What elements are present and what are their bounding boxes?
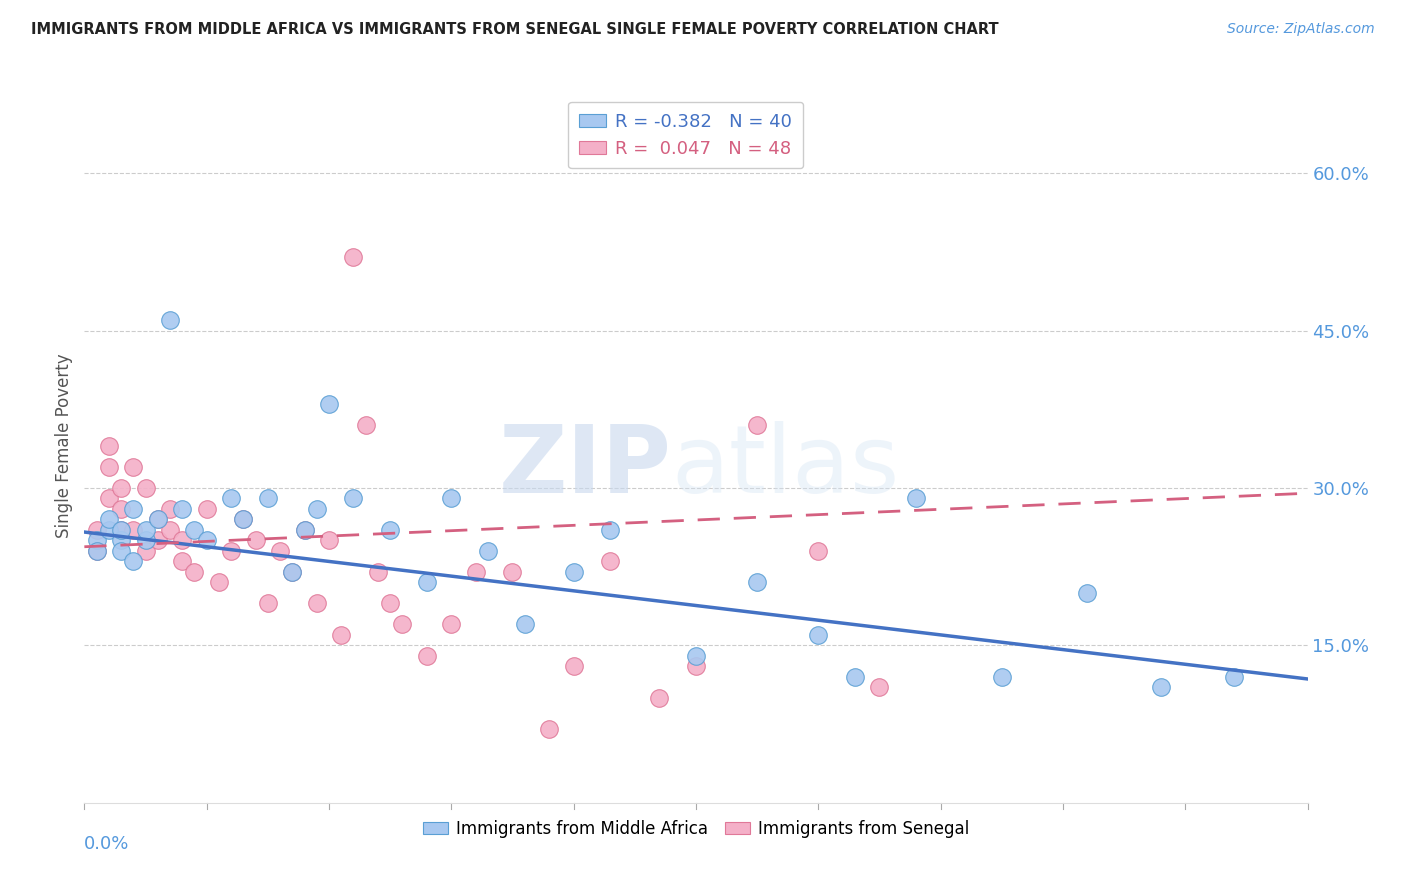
Point [86, 544, 108, 558]
Point [110, 523, 132, 537]
Point [318, 533, 340, 548]
Point [86, 523, 108, 537]
Point [305, 502, 328, 516]
Text: 0.0%: 0.0% [84, 835, 129, 853]
Point [86, 533, 108, 548]
Point [869, 681, 891, 695]
Point [1150, 681, 1173, 695]
Point [172, 502, 194, 516]
Point [440, 617, 463, 632]
Point [538, 723, 561, 737]
Point [342, 491, 364, 506]
Point [269, 544, 291, 558]
Point [110, 502, 132, 516]
Point [97, 523, 120, 537]
Point [281, 565, 304, 579]
Point [232, 512, 254, 526]
Point [905, 491, 928, 506]
Point [86, 544, 108, 558]
Point [685, 648, 707, 663]
Point [146, 512, 169, 526]
Point [195, 533, 218, 548]
Point [159, 523, 181, 537]
Point [159, 502, 181, 516]
Point [257, 491, 280, 506]
Text: atlas: atlas [672, 421, 900, 514]
Point [562, 659, 585, 673]
Point [122, 554, 145, 568]
Point [110, 533, 132, 548]
Point [183, 565, 205, 579]
Point [135, 533, 157, 548]
Point [562, 565, 585, 579]
Point [110, 481, 132, 495]
Point [195, 502, 218, 516]
Point [183, 523, 205, 537]
Point [416, 648, 439, 663]
Point [477, 544, 499, 558]
Point [464, 565, 486, 579]
Text: Source: ZipAtlas.com: Source: ZipAtlas.com [1227, 22, 1375, 37]
Point [122, 502, 145, 516]
Point [318, 397, 340, 411]
Point [219, 491, 242, 506]
Point [294, 523, 316, 537]
Point [648, 690, 671, 705]
Point [380, 596, 402, 610]
Point [219, 544, 242, 558]
Point [146, 512, 169, 526]
Point [172, 554, 194, 568]
Point [135, 523, 157, 537]
Point [440, 491, 463, 506]
Point [146, 533, 169, 548]
Point [747, 417, 769, 432]
Point [416, 575, 439, 590]
Point [245, 533, 267, 548]
Point [110, 523, 132, 537]
Point [599, 554, 621, 568]
Point [159, 313, 181, 327]
Point [135, 481, 157, 495]
Text: ZIP: ZIP [499, 421, 672, 514]
Point [844, 670, 866, 684]
Point [807, 628, 830, 642]
Point [391, 617, 413, 632]
Point [599, 523, 621, 537]
Point [135, 544, 157, 558]
Point [281, 565, 304, 579]
Point [110, 544, 132, 558]
Point [97, 439, 120, 453]
Point [367, 565, 389, 579]
Y-axis label: Single Female Poverty: Single Female Poverty [55, 354, 73, 538]
Point [1076, 586, 1098, 600]
Point [354, 417, 377, 432]
Point [97, 512, 120, 526]
Point [257, 596, 280, 610]
Point [172, 533, 194, 548]
Point [513, 617, 536, 632]
Point [502, 565, 524, 579]
Point [380, 523, 402, 537]
Point [97, 491, 120, 506]
Text: IMMIGRANTS FROM MIDDLE AFRICA VS IMMIGRANTS FROM SENEGAL SINGLE FEMALE POVERTY C: IMMIGRANTS FROM MIDDLE AFRICA VS IMMIGRA… [31, 22, 998, 37]
Point [747, 575, 769, 590]
Point [991, 670, 1014, 684]
Point [208, 575, 231, 590]
Point [305, 596, 328, 610]
Point [97, 460, 120, 475]
Point [232, 512, 254, 526]
Point [122, 460, 145, 475]
Point [1223, 670, 1246, 684]
Legend: Immigrants from Middle Africa, Immigrants from Senegal: Immigrants from Middle Africa, Immigrant… [416, 814, 976, 845]
Point [807, 544, 830, 558]
Point [330, 628, 353, 642]
Point [122, 523, 145, 537]
Point [294, 523, 316, 537]
Point [342, 250, 364, 264]
Point [685, 659, 707, 673]
